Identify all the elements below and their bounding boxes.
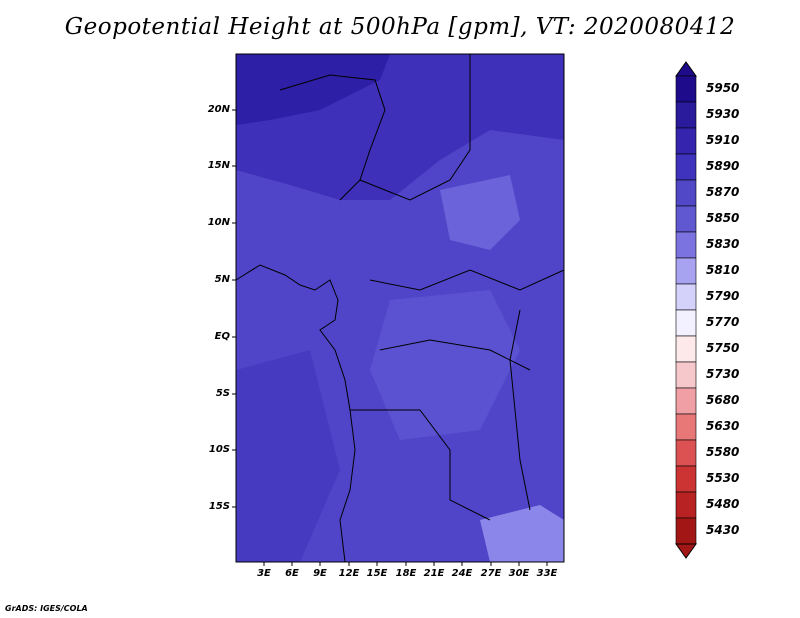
colorbar-swatch (675, 257, 697, 285)
lat-label-5s: 5S (215, 388, 230, 399)
field-patch-1 (440, 175, 520, 250)
colorbar-swatch (675, 335, 697, 363)
colorbar-label: 5480 (706, 497, 740, 511)
colorbar-swatch (675, 179, 697, 207)
colorbar-swatch (675, 101, 697, 129)
lat-label-5n: 5N (214, 274, 230, 285)
lon-label-3e: 3E (257, 568, 271, 579)
colorbar-label: 5630 (706, 419, 740, 433)
axis-ticks (232, 109, 548, 566)
lon-label-18e: 18E (395, 568, 417, 579)
lat-label-20n: 20N (207, 104, 230, 115)
colorbar-swatch (675, 491, 697, 519)
colorbar-label: 5950 (706, 81, 740, 95)
colorbar-swatch (675, 283, 697, 311)
colorbar-label: 5770 (706, 315, 740, 329)
lon-label-30e: 30E (508, 568, 530, 579)
geopotential-map (232, 53, 565, 566)
lon-label-21e: 21E (423, 568, 445, 579)
border-south (350, 409, 491, 521)
colorbar-label: 5750 (706, 341, 740, 355)
lat-label-15s: 15S (208, 501, 230, 512)
lon-label-15e: 15E (366, 568, 388, 579)
field-patch-2 (370, 290, 520, 440)
colorbar-label: 5810 (706, 263, 740, 277)
colorbar-min-arrow (675, 543, 697, 559)
field-southwest (236, 350, 340, 562)
colorbar-max-arrow (675, 61, 697, 77)
colorbar-label: 5580 (706, 445, 740, 459)
colorbar-label: 5530 (706, 471, 740, 485)
colorbar-swatch (675, 75, 697, 103)
colorbar: 5950 5930 5910 5890 5870 5850 5830 5810 5790 5770… (670, 60, 760, 560)
colorbar-swatch (675, 413, 697, 441)
lon-label-24e: 24E (451, 568, 473, 579)
lon-label-27e: 27E (480, 568, 502, 579)
lat-label-eq: EQ (214, 331, 230, 342)
lon-label-12e: 12E (338, 568, 360, 579)
colorbar-label: 5680 (706, 393, 740, 407)
map-panel: 20N 15N 10N 5N EQ 5S 10S 15S 3E 6E 9E 12… (190, 50, 580, 590)
colorbar-label: 5430 (706, 523, 740, 537)
colorbar-swatch (675, 465, 697, 493)
colorbar-label: 5790 (706, 289, 740, 303)
colorbar-label: 5910 (706, 133, 740, 147)
border-central (359, 54, 471, 201)
colorbar-label: 5850 (706, 211, 740, 225)
field-northwest (236, 54, 390, 125)
colorbar-swatch (675, 387, 697, 415)
lat-label-10s: 10S (208, 444, 230, 455)
lat-label-15n: 15N (207, 160, 230, 171)
colorbar-swatches (675, 61, 697, 559)
colorbar-swatch (675, 153, 697, 181)
footer-credit: GrADS: IGES/COLA (5, 604, 88, 613)
field-southeast (480, 505, 564, 562)
colorbar-label: 5870 (706, 185, 740, 199)
colorbar-swatch (675, 231, 697, 259)
colorbar-swatch (675, 205, 697, 233)
map-title: Geopotential Height at 500hPa [gpm], VT:… (64, 14, 736, 40)
lon-label-6e: 6E (285, 568, 299, 579)
colorbar-swatch (675, 517, 697, 545)
colorbar-swatch (675, 127, 697, 155)
coastline (235, 264, 356, 563)
colorbar-swatch (675, 439, 697, 467)
border-mid (369, 269, 565, 291)
colorbar-label: 5730 (706, 367, 740, 381)
colorbar-label: 5930 (706, 107, 740, 121)
lat-label-10n: 10N (207, 217, 230, 228)
colorbar-label: 5830 (706, 237, 740, 251)
colorbar-label: 5890 (706, 159, 740, 173)
map-frame (235, 53, 565, 563)
lon-label-33e: 33E (536, 568, 558, 579)
lake-border (509, 309, 531, 511)
lon-label-9e: 9E (313, 568, 327, 579)
colorbar-swatch (675, 309, 697, 337)
colorbar-swatch (675, 361, 697, 389)
